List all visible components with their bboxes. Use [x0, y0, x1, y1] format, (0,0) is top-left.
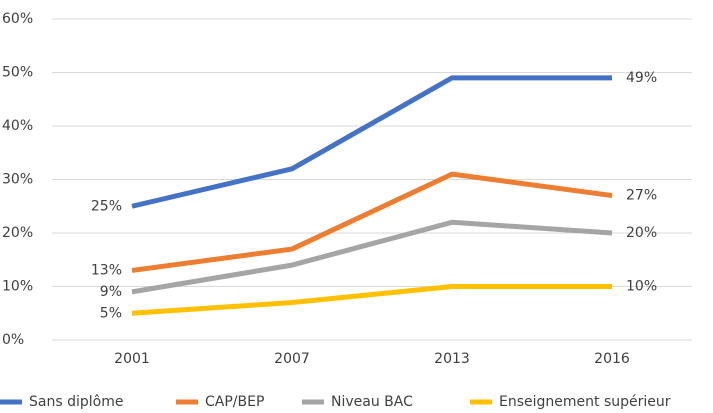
legend-label: CAP/BEP [205, 394, 264, 410]
x-tick-label: 2001 [114, 351, 150, 367]
x-tick-label: 2007 [274, 351, 310, 367]
data-label: 13% [91, 262, 122, 278]
legend-label: Enseignement supérieur [499, 394, 671, 410]
data-label: 10% [626, 279, 657, 295]
x-tick-label: 2013 [434, 351, 470, 367]
data-label: 25% [91, 198, 122, 214]
series-line [131, 171, 613, 273]
x-tick-label: 2016 [594, 351, 630, 367]
data-label: 49% [626, 70, 657, 86]
data-label: 27% [626, 188, 657, 204]
y-tick-label: 30% [2, 172, 33, 188]
series-line [131, 219, 613, 295]
data-label: 9% [100, 284, 122, 300]
legend-label: Sans diplôme [29, 394, 123, 410]
series-line [131, 75, 612, 209]
data-label: 5% [100, 305, 122, 321]
y-tick-label: 40% [2, 118, 33, 134]
y-tick-label: 60% [2, 11, 33, 27]
y-tick-label: 10% [2, 279, 33, 295]
series-line [131, 284, 612, 316]
y-tick-label: 0% [2, 332, 24, 348]
legend-label: Niveau BAC [331, 394, 413, 410]
y-tick-label: 50% [2, 65, 33, 81]
y-tick-label: 20% [2, 225, 33, 241]
data-label: 20% [626, 225, 657, 241]
